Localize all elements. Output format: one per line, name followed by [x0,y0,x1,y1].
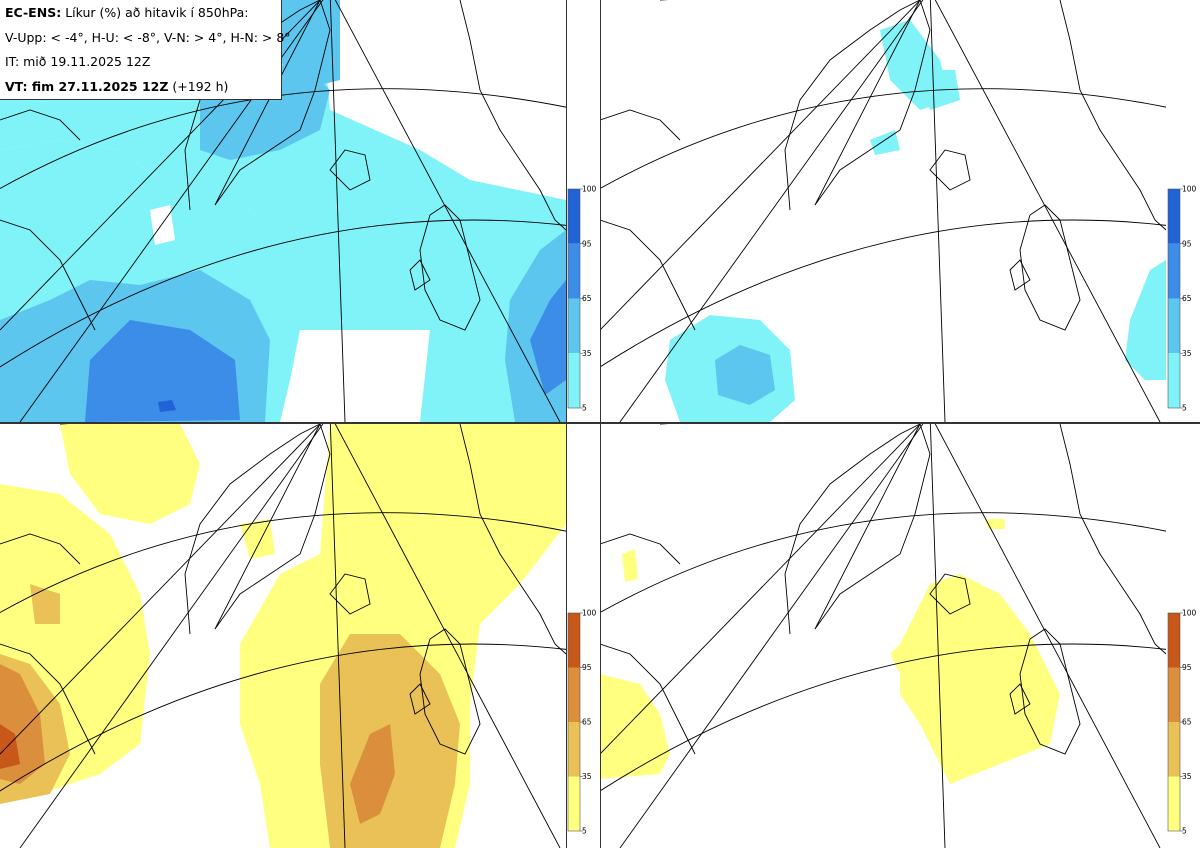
colorbar-warm-right: 100 95 65 35 5 [1167,609,1197,836]
colorbar-segment [1168,776,1180,831]
model-name: EC-ENS: [5,5,62,20]
colorbar-segment [1168,243,1180,299]
colorbar-segment [1168,667,1180,722]
panel-gap [566,0,600,848]
map-panel-warm-plus-4 [0,424,566,848]
graticule [600,0,1166,422]
colorbar-segment [1168,189,1180,244]
map-panel-warm-plus-8 [600,424,1166,848]
threshold-line: V-Upp: < -4°, H-U: < -8°, V-N: > 4°, H-N… [5,29,291,45]
probability-shading [0,0,566,422]
lead-time: (+192 h) [172,78,229,94]
map-warm-plus-4 [0,424,566,848]
forecast-info-box: EC-ENS: Líkur (%) að hitavik í 850hPa: V… [0,0,291,100]
probability-shading [0,424,566,848]
valid-time-line: VT: fim 27.11.2025 12Z (+192 h) [5,78,281,105]
coastlines [600,424,1166,755]
colorbar-frame [1167,612,1181,832]
colorbar-tick-label: 35 [1182,349,1192,358]
coastlines [600,0,1166,331]
colorbar-tick-label: 5 [1182,827,1187,836]
map-warm-plus-8 [600,424,1166,848]
colorbar-cold-right: 100 95 65 35 5 [1167,185,1197,413]
variable-description: Líkur (%) að hitavik í 850hPa: [65,5,249,20]
valid-time: VT: fim 27.11.2025 12Z [5,78,169,94]
colorbar-tick-label: 95 [1182,663,1192,672]
info-title-line: EC-ENS: Líkur (%) að hitavik í 850hPa: [5,6,281,31]
colorbar-segment [1168,613,1180,668]
panel-divider-vertical [566,0,567,848]
colorbar-tick-label: 95 [1182,239,1192,248]
colorbar-segment [1168,298,1180,354]
initial-time: IT: mið 19.11.2025 12Z [5,54,151,69]
colorbar-frame [1167,188,1181,409]
colorbar-tick-label: 100 [1182,609,1197,618]
colorbar-tick-label: 65 [1182,718,1192,727]
panel-divider-vertical-right [600,0,601,848]
map-cold-minus-8 [600,0,1166,422]
colorbar-segment [1168,722,1180,777]
colorbar-tick-label: 35 [1182,772,1192,781]
colorbar-segment [1168,353,1180,408]
graticule [0,424,566,848]
colorbar-tick-label: 5 [1182,404,1187,413]
probability-shading [600,519,1060,784]
probability-shading [665,20,1166,422]
map-panel-cold-minus-8 [600,0,1166,422]
colorbar-tick-label: 65 [1182,294,1192,303]
coastlines [0,424,566,755]
graticule [600,424,1166,848]
colorbar-tick-label: 100 [1182,185,1197,194]
